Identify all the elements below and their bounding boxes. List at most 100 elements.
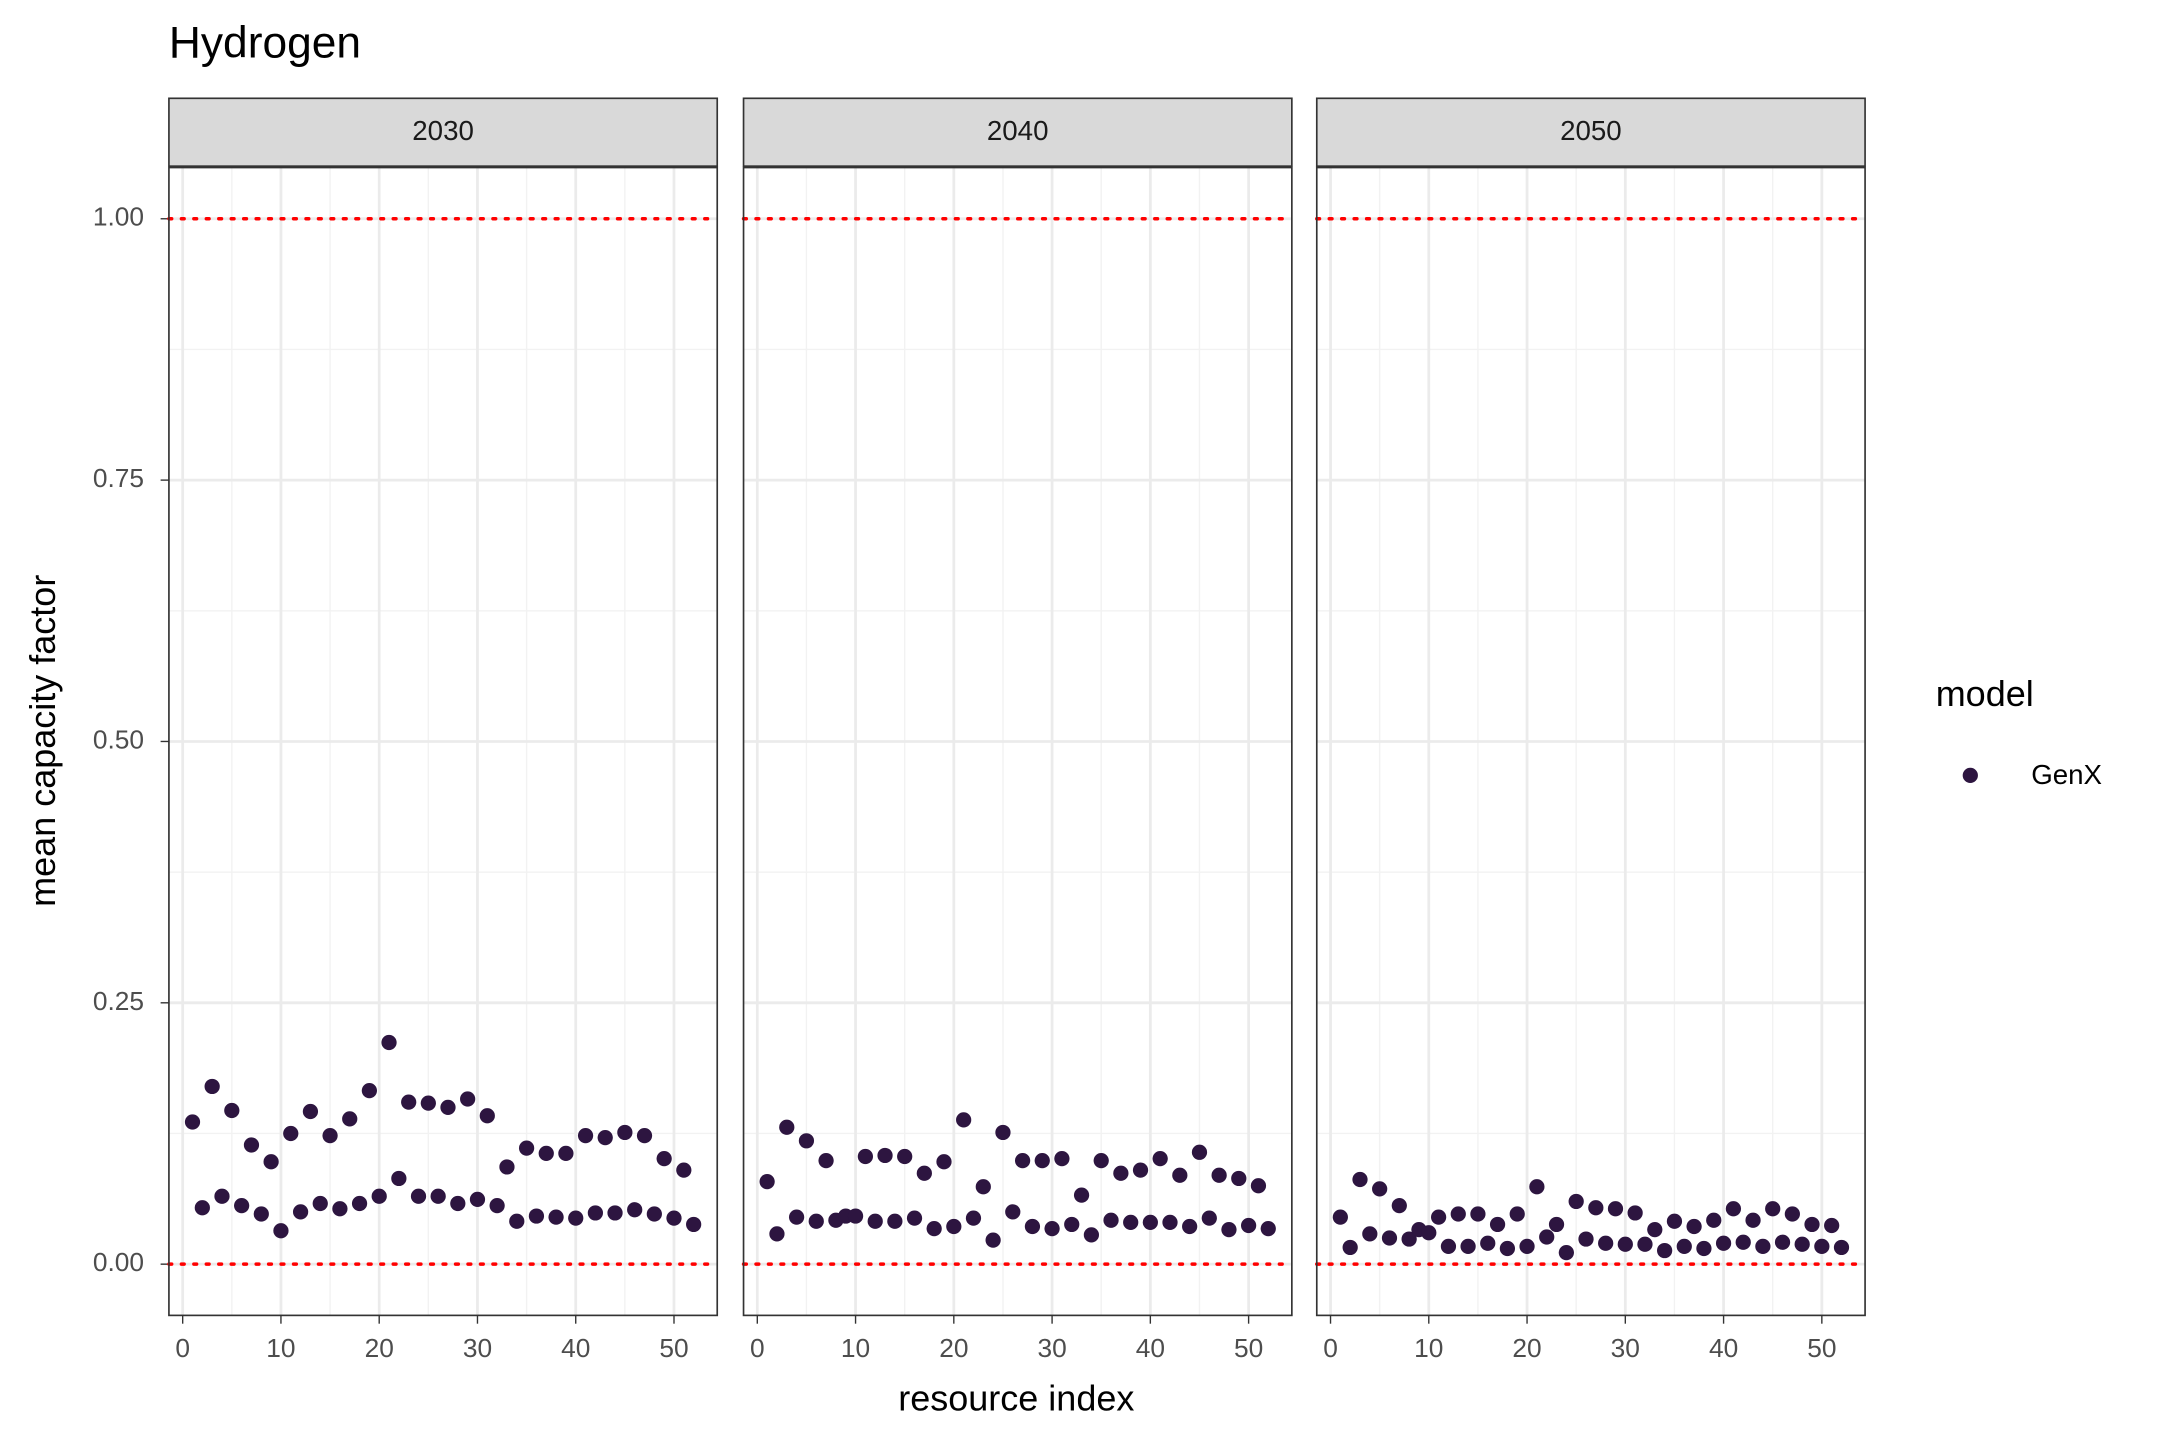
point [1568,1193,1584,1210]
point [1352,1171,1368,1188]
point [1431,1209,1447,1225]
point [1529,1179,1545,1195]
point [1627,1205,1643,1221]
x-tick-label: 40 [1709,1333,1738,1363]
point [975,1179,991,1195]
point [489,1198,505,1214]
y-tick-label: 1.00 [93,202,144,232]
point [1152,1150,1168,1167]
point [1647,1222,1663,1238]
x-tick-label: 30 [1037,1333,1066,1363]
legend-marker [1962,767,1978,783]
point [558,1145,574,1161]
point [1381,1230,1398,1246]
point [253,1206,269,1222]
chart-title: Hydrogen [169,18,361,67]
point [577,1127,594,1144]
point [1745,1212,1761,1228]
point [1182,1218,1198,1235]
point [1706,1212,1722,1228]
point [1172,1167,1188,1183]
point [676,1162,692,1178]
point [1240,1217,1257,1234]
x-tick-label: 0 [1323,1333,1338,1363]
point [1765,1201,1781,1217]
point [1794,1236,1810,1252]
point [686,1216,702,1233]
x-tick-label: 40 [1136,1333,1165,1363]
point [1539,1229,1555,1245]
point [656,1150,672,1167]
point [1715,1235,1732,1251]
point [224,1102,240,1119]
point [887,1213,903,1229]
point [1332,1209,1348,1225]
x-axis-label: resource index [898,1378,1134,1419]
point [1755,1238,1771,1255]
point [1686,1218,1702,1235]
point [1142,1214,1158,1230]
point [1083,1227,1100,1243]
point [1470,1206,1486,1222]
point [847,1208,864,1224]
point [1054,1150,1070,1167]
point [1598,1235,1614,1251]
point [1132,1162,1149,1178]
point [194,1200,210,1216]
panel-border [1315,166,1866,1317]
point [597,1130,613,1146]
point [420,1095,436,1111]
x-tick-label: 0 [750,1333,765,1363]
point [1044,1221,1060,1237]
point [1421,1225,1437,1241]
point [1260,1221,1276,1237]
point [666,1210,682,1226]
point [460,1091,476,1107]
point [568,1210,584,1226]
point [1558,1245,1574,1261]
x-tick-label: 20 [939,1333,968,1363]
panel-border [168,166,719,1317]
panel-border [742,166,1293,1317]
strip-label: 2050 [1560,115,1622,146]
point [1814,1238,1830,1255]
point [332,1201,348,1217]
point [985,1232,1001,1248]
x-tick-label: 10 [1414,1333,1443,1363]
x-tick-label: 40 [561,1333,590,1363]
point [617,1124,633,1141]
point [1784,1206,1800,1222]
y-axis-label: mean capacity factor [22,575,63,907]
point [1824,1217,1840,1234]
point [1519,1238,1535,1255]
point [1509,1206,1525,1222]
point [283,1125,299,1142]
point [509,1213,525,1229]
point [788,1209,805,1225]
point [798,1133,815,1149]
point [1250,1178,1267,1194]
x-tick-label: 10 [266,1333,295,1363]
point [479,1108,495,1124]
strip [742,97,1293,167]
point [292,1204,309,1220]
point [759,1173,775,1190]
point [1201,1210,1217,1226]
point [1450,1206,1466,1222]
point [1113,1165,1129,1181]
point [1696,1240,1712,1257]
point [469,1191,486,1207]
point [906,1210,923,1226]
point [1480,1235,1496,1251]
point [1024,1218,1041,1235]
point [1657,1242,1673,1259]
point [391,1170,407,1187]
point [818,1153,834,1169]
legend-title: model [1936,673,2034,714]
x-tick-label: 20 [365,1333,394,1363]
point [1460,1238,1476,1255]
point [1372,1181,1388,1197]
point [1833,1239,1850,1256]
point [1391,1198,1407,1214]
